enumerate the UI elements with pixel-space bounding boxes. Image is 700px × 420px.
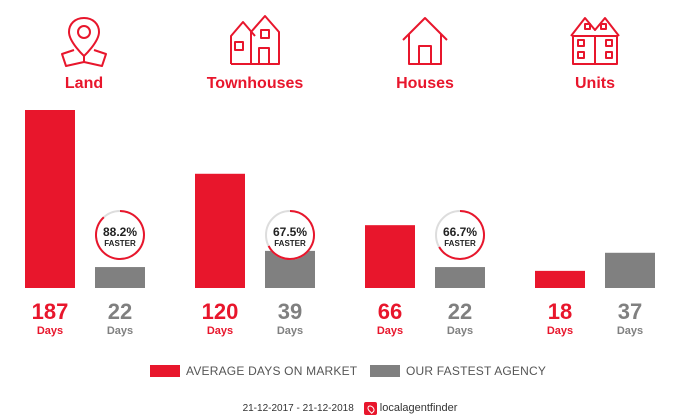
date-range: 21-12-2017 - 21-12-2018: [242, 402, 354, 414]
days-label-average-units: Days: [547, 325, 573, 337]
bar-agency-units: [605, 252, 655, 288]
legend-label-average: AVERAGE DAYS ON MARKET: [186, 364, 358, 378]
category-label-houses: Houses: [396, 75, 454, 92]
days-label-agency-townhouses: Days: [277, 325, 303, 337]
badge-ring-progress-townhouses: [267, 210, 315, 260]
units-building-icon: [565, 12, 625, 72]
footer: 21-12-2017 - 21-12-2018 localagentfinder: [0, 400, 700, 416]
legend: AVERAGE DAYS ON MARKET OUR FASTEST AGENC…: [0, 364, 700, 380]
value-agency-units: 37: [618, 299, 642, 324]
bar-agency-houses: [435, 267, 485, 288]
badge-percent-land: 88.2%: [103, 225, 137, 239]
category-label-townhouses: Townhouses: [206, 75, 304, 92]
category-label-land: Land: [64, 75, 104, 92]
days-label-average-townhouses: Days: [207, 325, 233, 337]
badge-percent-houses: 66.7%: [443, 225, 477, 239]
townhouse-icon: [225, 12, 285, 72]
value-average-land: 187: [32, 299, 69, 324]
bar-average-houses: [365, 225, 415, 288]
logo-text: localagentfinder: [379, 402, 458, 414]
value-agency-houses: 22: [448, 299, 472, 324]
badge-ring-progress-houses: [438, 210, 485, 260]
days-label-agency-units: Days: [617, 325, 643, 337]
legend-swatch-agency: [370, 365, 400, 377]
badge-faster-houses: FASTER: [444, 239, 476, 248]
value-agency-townhouses: 39: [278, 299, 302, 324]
days-label-average-houses: Days: [377, 325, 403, 337]
value-average-townhouses: 120: [202, 299, 239, 324]
value-average-units: 18: [548, 299, 572, 324]
days-label-average-land: Days: [37, 325, 63, 337]
house-icon: [395, 12, 455, 72]
badge-ring-progress-land: [95, 210, 145, 260]
legend-swatch-average: [150, 365, 180, 377]
days-label-agency-houses: Days: [447, 325, 473, 337]
legend-item-average: AVERAGE DAYS ON MARKET: [150, 364, 357, 378]
category-label-units: Units: [575, 75, 615, 92]
bar-average-townhouses: [195, 173, 245, 288]
bar-average-units: [535, 270, 585, 288]
legend-label-agency: OUR FASTEST AGENCY: [406, 364, 547, 378]
badge-faster-land: FASTER: [104, 239, 136, 248]
bar-agency-land: [95, 267, 145, 288]
bar-average-land: [25, 110, 75, 288]
value-average-houses: 66: [378, 299, 402, 324]
badge-percent-townhouses: 67.5%: [273, 225, 307, 239]
localagentfinder-logo: localagentfinder: [363, 401, 458, 415]
logo-pin-icon: [363, 401, 377, 415]
badge-faster-townhouses: FASTER: [274, 239, 306, 248]
value-agency-land: 22: [108, 299, 132, 324]
days-label-agency-land: Days: [107, 325, 133, 337]
legend-item-agency: OUR FASTEST AGENCY: [370, 364, 546, 378]
location-pin-icon: [54, 12, 114, 72]
